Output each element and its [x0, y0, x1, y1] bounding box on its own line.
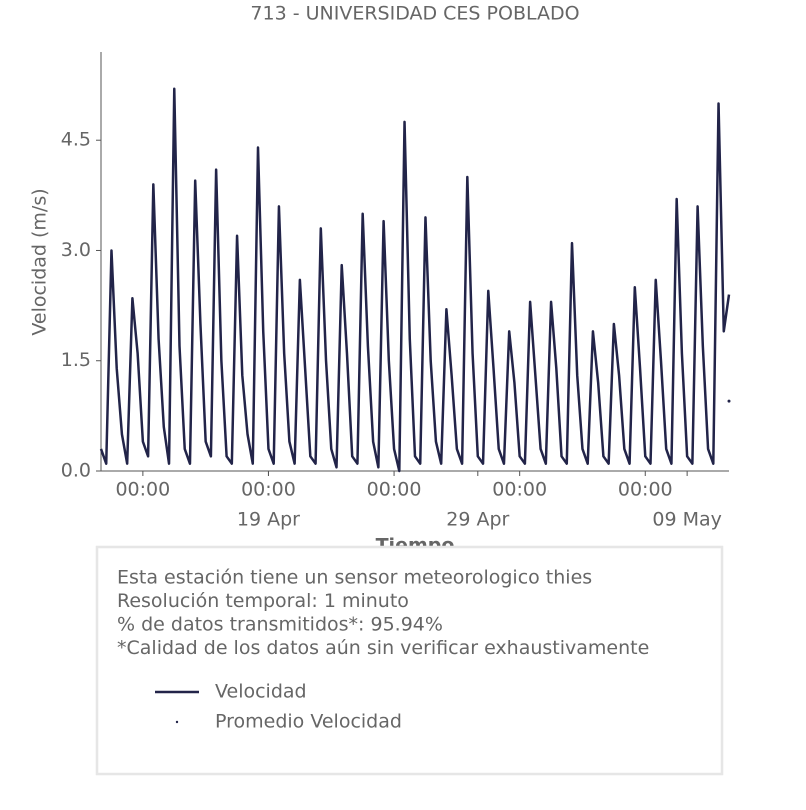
y-axis-label: Velocidad (m/s): [29, 188, 51, 335]
info-note: % de datos transmitidos*: 95.94%: [117, 614, 443, 636]
info-note: Resolución temporal: 1 minuto: [117, 590, 409, 612]
speed-line: [99, 87, 731, 473]
info-note: *Calidad de los datos aún sin verificar …: [117, 637, 649, 659]
x-tick-label: 00:00: [241, 479, 296, 501]
x-tick-label: 00:00: [115, 479, 170, 501]
x-date-label: 09 May: [652, 509, 722, 531]
x-tick-label: 00:00: [367, 479, 422, 501]
chart-title: 713 - UNIVERSIDAD CES POBLADO: [250, 3, 579, 25]
info-note: Esta estación tiene un sensor meteorolog…: [117, 567, 592, 589]
y-tick-label: 0.0: [61, 460, 91, 482]
average-point: [727, 399, 731, 403]
y-tick-label: 3.0: [61, 239, 91, 261]
y-tick-label: 1.5: [61, 349, 91, 371]
x-date-label: 19 Apr: [237, 509, 300, 531]
legend-marker: [175, 720, 179, 724]
y-tick-label: 4.5: [61, 129, 91, 151]
legend-label: Promedio Velocidad: [215, 711, 402, 733]
legend-label: Velocidad: [215, 681, 307, 703]
x-tick-label: 00:00: [618, 479, 673, 501]
info-box: [95, 545, 724, 776]
x-tick-label: 00:00: [492, 479, 547, 501]
x-date-label: 29 Apr: [446, 509, 509, 531]
